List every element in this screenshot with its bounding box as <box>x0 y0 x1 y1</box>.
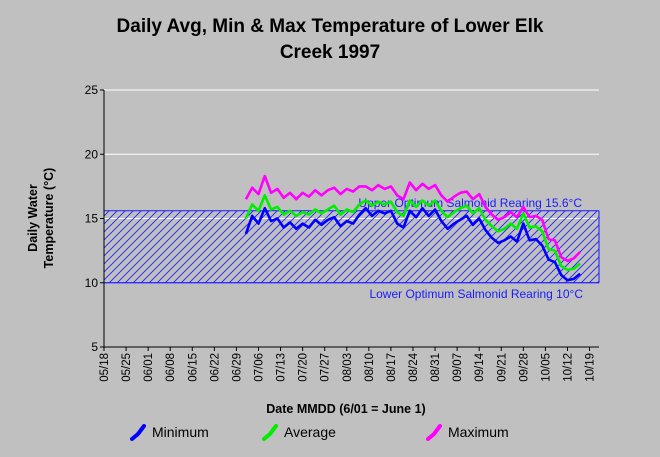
x-tick-label: 06/29 <box>231 353 243 382</box>
x-tick-label: 06/08 <box>165 353 177 382</box>
x-tick-label: 05/18 <box>99 353 111 382</box>
x-tick-label: 05/25 <box>121 353 133 382</box>
chart-title-line2: Creek 1997 <box>279 42 381 63</box>
x-tick-label: 07/06 <box>253 353 265 382</box>
legend-swatch <box>262 424 278 441</box>
x-tick-label: 06/22 <box>209 353 221 382</box>
legend-item-maximum: Maximum <box>426 424 509 441</box>
y-tick-label: 25 <box>85 83 99 97</box>
chart-title-line1: Daily Avg, Min & Max Temperature of Lowe… <box>116 16 544 37</box>
x-tick-label: 08/10 <box>364 353 376 382</box>
x-tick-label: 06/15 <box>187 353 199 382</box>
x-tick-label: 07/20 <box>298 353 310 382</box>
series-line-minimum <box>244 206 581 282</box>
x-tick-label: 10/19 <box>585 353 597 382</box>
legend-label: Average <box>284 424 336 440</box>
legend-label: Minimum <box>152 424 209 440</box>
x-axis-label: Date MMDD (6/01 = June 1) <box>266 402 425 416</box>
series-line-maximum <box>244 174 582 263</box>
series-line-average <box>244 194 581 272</box>
x-tick-label: 09/07 <box>452 353 464 382</box>
x-tick-label: 06/01 <box>143 353 155 382</box>
y-tick-label: 15 <box>85 212 99 226</box>
x-tick-label: 09/14 <box>474 352 486 381</box>
legend-swatch <box>130 424 146 441</box>
y-tick-label: 10 <box>85 276 99 290</box>
x-tick-label: 08/17 <box>386 353 398 382</box>
x-tick-label: 08/31 <box>430 353 442 382</box>
x-tick-label: 08/03 <box>342 353 354 382</box>
x-tick-label: 10/05 <box>540 353 552 382</box>
x-tick-label: 09/28 <box>518 353 530 382</box>
x-tick-label: 07/13 <box>276 353 288 382</box>
legend-label: Maximum <box>448 424 509 440</box>
y-axis-label-line1: Daily Water <box>26 184 40 252</box>
y-tick-label: 20 <box>85 147 99 161</box>
x-tick-label: 07/27 <box>320 353 332 382</box>
y-tick-label: 5 <box>91 340 98 354</box>
y-axis-label-line2: Temperature (°C) <box>42 168 56 269</box>
x-tick-label: 10/12 <box>562 353 574 382</box>
legend-item-average: Average <box>262 424 336 441</box>
x-tick-label: 09/21 <box>496 353 508 382</box>
legend-item-minimum: Minimum <box>130 424 209 441</box>
x-tick-label: 08/24 <box>408 352 420 381</box>
legend-swatch <box>426 424 442 441</box>
lower-threshold-label: Lower Optimum Salmonid Rearing 10°C <box>369 287 583 301</box>
